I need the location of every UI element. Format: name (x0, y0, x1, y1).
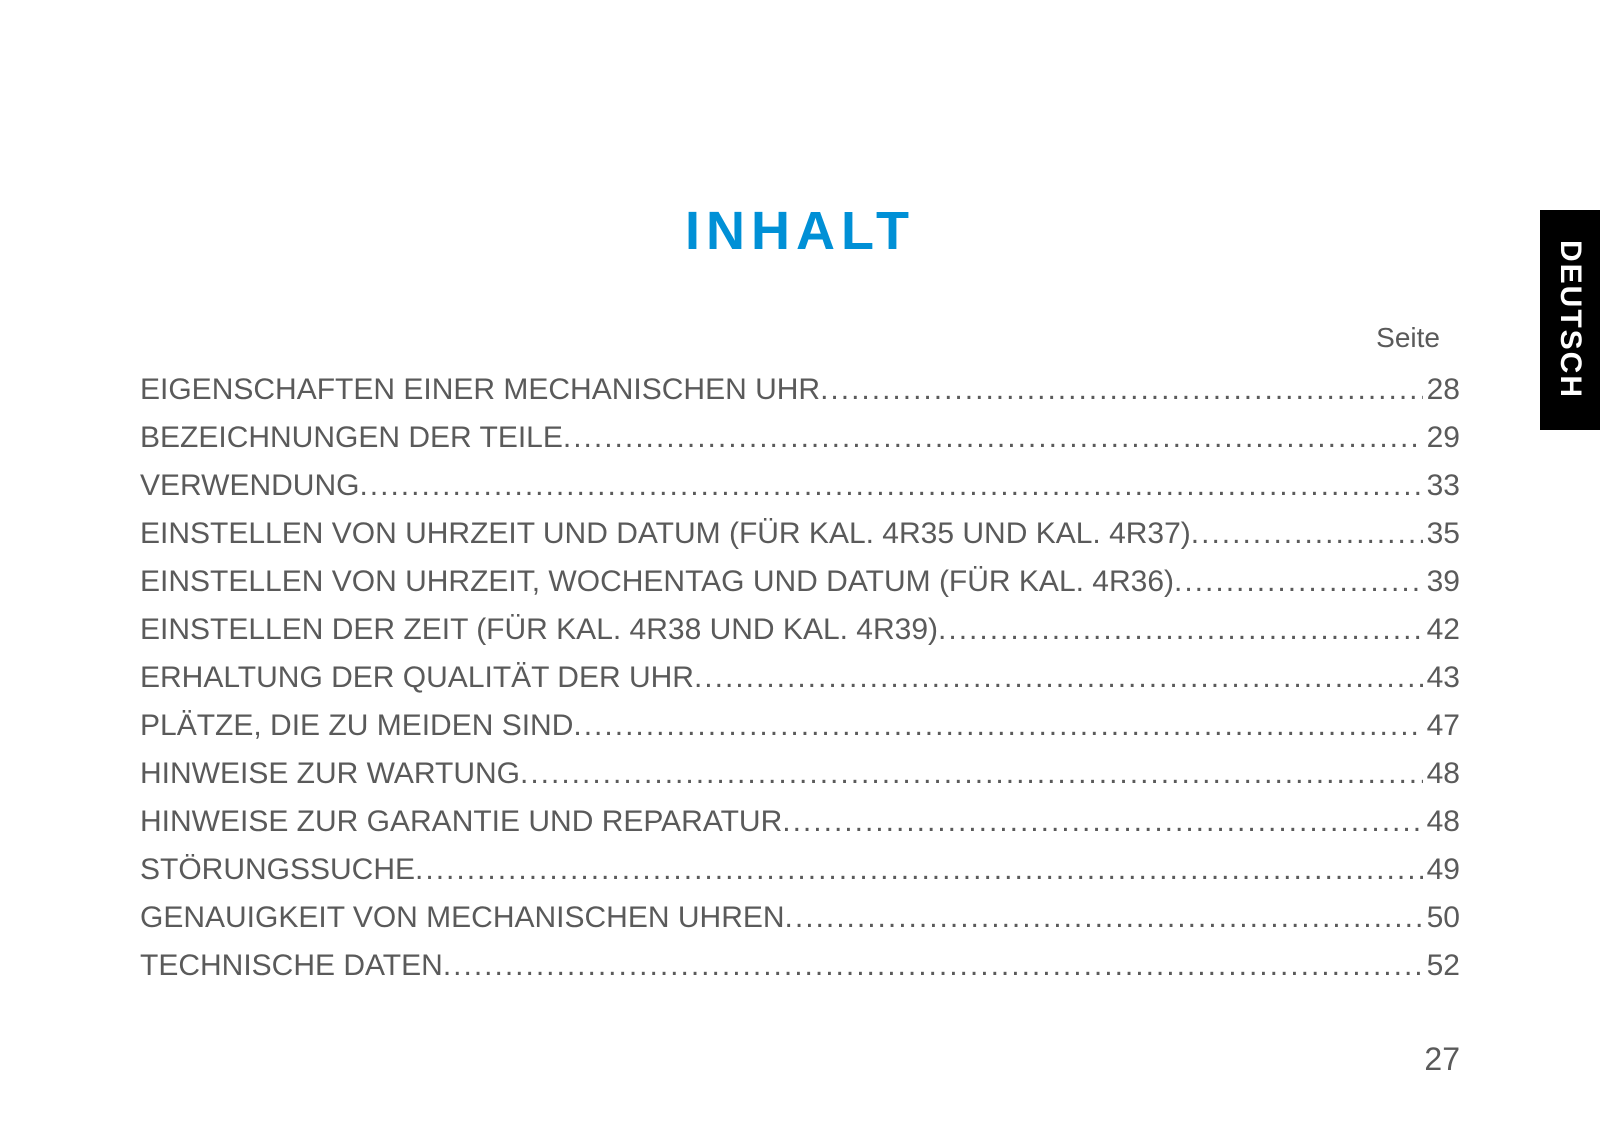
language-tab: DEUTSCH (1540, 210, 1600, 430)
toc-dots: ........................................… (563, 414, 1423, 462)
toc-page: 47 (1423, 702, 1460, 750)
toc-row: HINWEISE ZUR WARTUNG ...................… (140, 750, 1460, 798)
toc-page: 50 (1423, 894, 1460, 942)
toc-row: HINWEISE ZUR GARANTIE UND REPARATUR ....… (140, 798, 1460, 846)
toc-dots: ........................................… (359, 462, 1422, 510)
toc-label: ERHALTUNG DER QUALITÄT DER UHR (140, 654, 694, 702)
toc-row: PLÄTZE, DIE ZU MEIDEN SIND .............… (140, 702, 1460, 750)
toc-row: ERHALTUNG DER QUALITÄT DER UHR .........… (140, 654, 1460, 702)
toc-label: PLÄTZE, DIE ZU MEIDEN SIND (140, 702, 573, 750)
toc-page: 52 (1423, 942, 1460, 990)
toc-page: 29 (1423, 414, 1460, 462)
toc-label: EINSTELLEN VON UHRZEIT UND DATUM (FÜR KA… (140, 510, 1191, 558)
document-page: INHALT Seite EIGENSCHAFTEN EINER MECHANI… (0, 0, 1600, 1138)
toc-dots: ........................................… (443, 942, 1423, 990)
toc-page: 42 (1423, 606, 1460, 654)
toc-label: BEZEICHNUNGEN DER TEILE (140, 414, 563, 462)
toc-row: STÖRUNGSSUCHE ..........................… (140, 846, 1460, 894)
toc-page: 39 (1423, 558, 1460, 606)
language-tab-label: DEUTSCH (1553, 240, 1587, 399)
toc-row: VERWENDUNG .............................… (140, 462, 1460, 510)
toc-dots: ........................................… (1191, 510, 1423, 558)
toc-label: VERWENDUNG (140, 462, 359, 510)
page-column-header: Seite (140, 322, 1460, 354)
toc-row: TECHNISCHE DATEN .......................… (140, 942, 1460, 990)
toc-dots: ........................................… (938, 606, 1423, 654)
toc-dots: ........................................… (520, 750, 1423, 798)
toc-label: GENAUIGKEIT VON MECHANISCHEN UHREN (140, 894, 785, 942)
toc-dots: ........................................… (782, 798, 1422, 846)
toc-row: EIGENSCHAFTEN EINER MECHANISCHEN UHR ...… (140, 366, 1460, 414)
table-of-contents: EIGENSCHAFTEN EINER MECHANISCHEN UHR ...… (140, 366, 1460, 990)
toc-page: 28 (1423, 366, 1460, 414)
page-number: 27 (1424, 1041, 1460, 1078)
toc-page: 48 (1423, 798, 1460, 846)
toc-dots: ........................................… (785, 894, 1423, 942)
toc-label: HINWEISE ZUR WARTUNG (140, 750, 520, 798)
toc-dots: ........................................… (820, 366, 1423, 414)
toc-row: BEZEICHNUNGEN DER TEILE ................… (140, 414, 1460, 462)
toc-page: 35 (1423, 510, 1460, 558)
toc-label: EINSTELLEN VON UHRZEIT, WOCHENTAG UND DA… (140, 558, 1174, 606)
page-title: INHALT (140, 200, 1460, 262)
toc-dots: ........................................… (694, 654, 1423, 702)
toc-label: HINWEISE ZUR GARANTIE UND REPARATUR (140, 798, 782, 846)
toc-label: TECHNISCHE DATEN (140, 942, 443, 990)
toc-dots: ........................................… (573, 702, 1422, 750)
toc-label: EIGENSCHAFTEN EINER MECHANISCHEN UHR (140, 366, 820, 414)
toc-dots: ........................................… (1174, 558, 1423, 606)
toc-page: 33 (1423, 462, 1460, 510)
toc-row: EINSTELLEN VON UHRZEIT UND DATUM (FÜR KA… (140, 510, 1460, 558)
toc-page: 48 (1423, 750, 1460, 798)
toc-dots: ........................................… (415, 846, 1423, 894)
toc-row: EINSTELLEN DER ZEIT (FÜR KAL. 4R38 UND K… (140, 606, 1460, 654)
toc-row: GENAUIGKEIT VON MECHANISCHEN UHREN .....… (140, 894, 1460, 942)
toc-label: STÖRUNGSSUCHE (140, 846, 415, 894)
toc-row: EINSTELLEN VON UHRZEIT, WOCHENTAG UND DA… (140, 558, 1460, 606)
toc-page: 49 (1423, 846, 1460, 894)
toc-label: EINSTELLEN DER ZEIT (FÜR KAL. 4R38 UND K… (140, 606, 938, 654)
toc-page: 43 (1423, 654, 1460, 702)
